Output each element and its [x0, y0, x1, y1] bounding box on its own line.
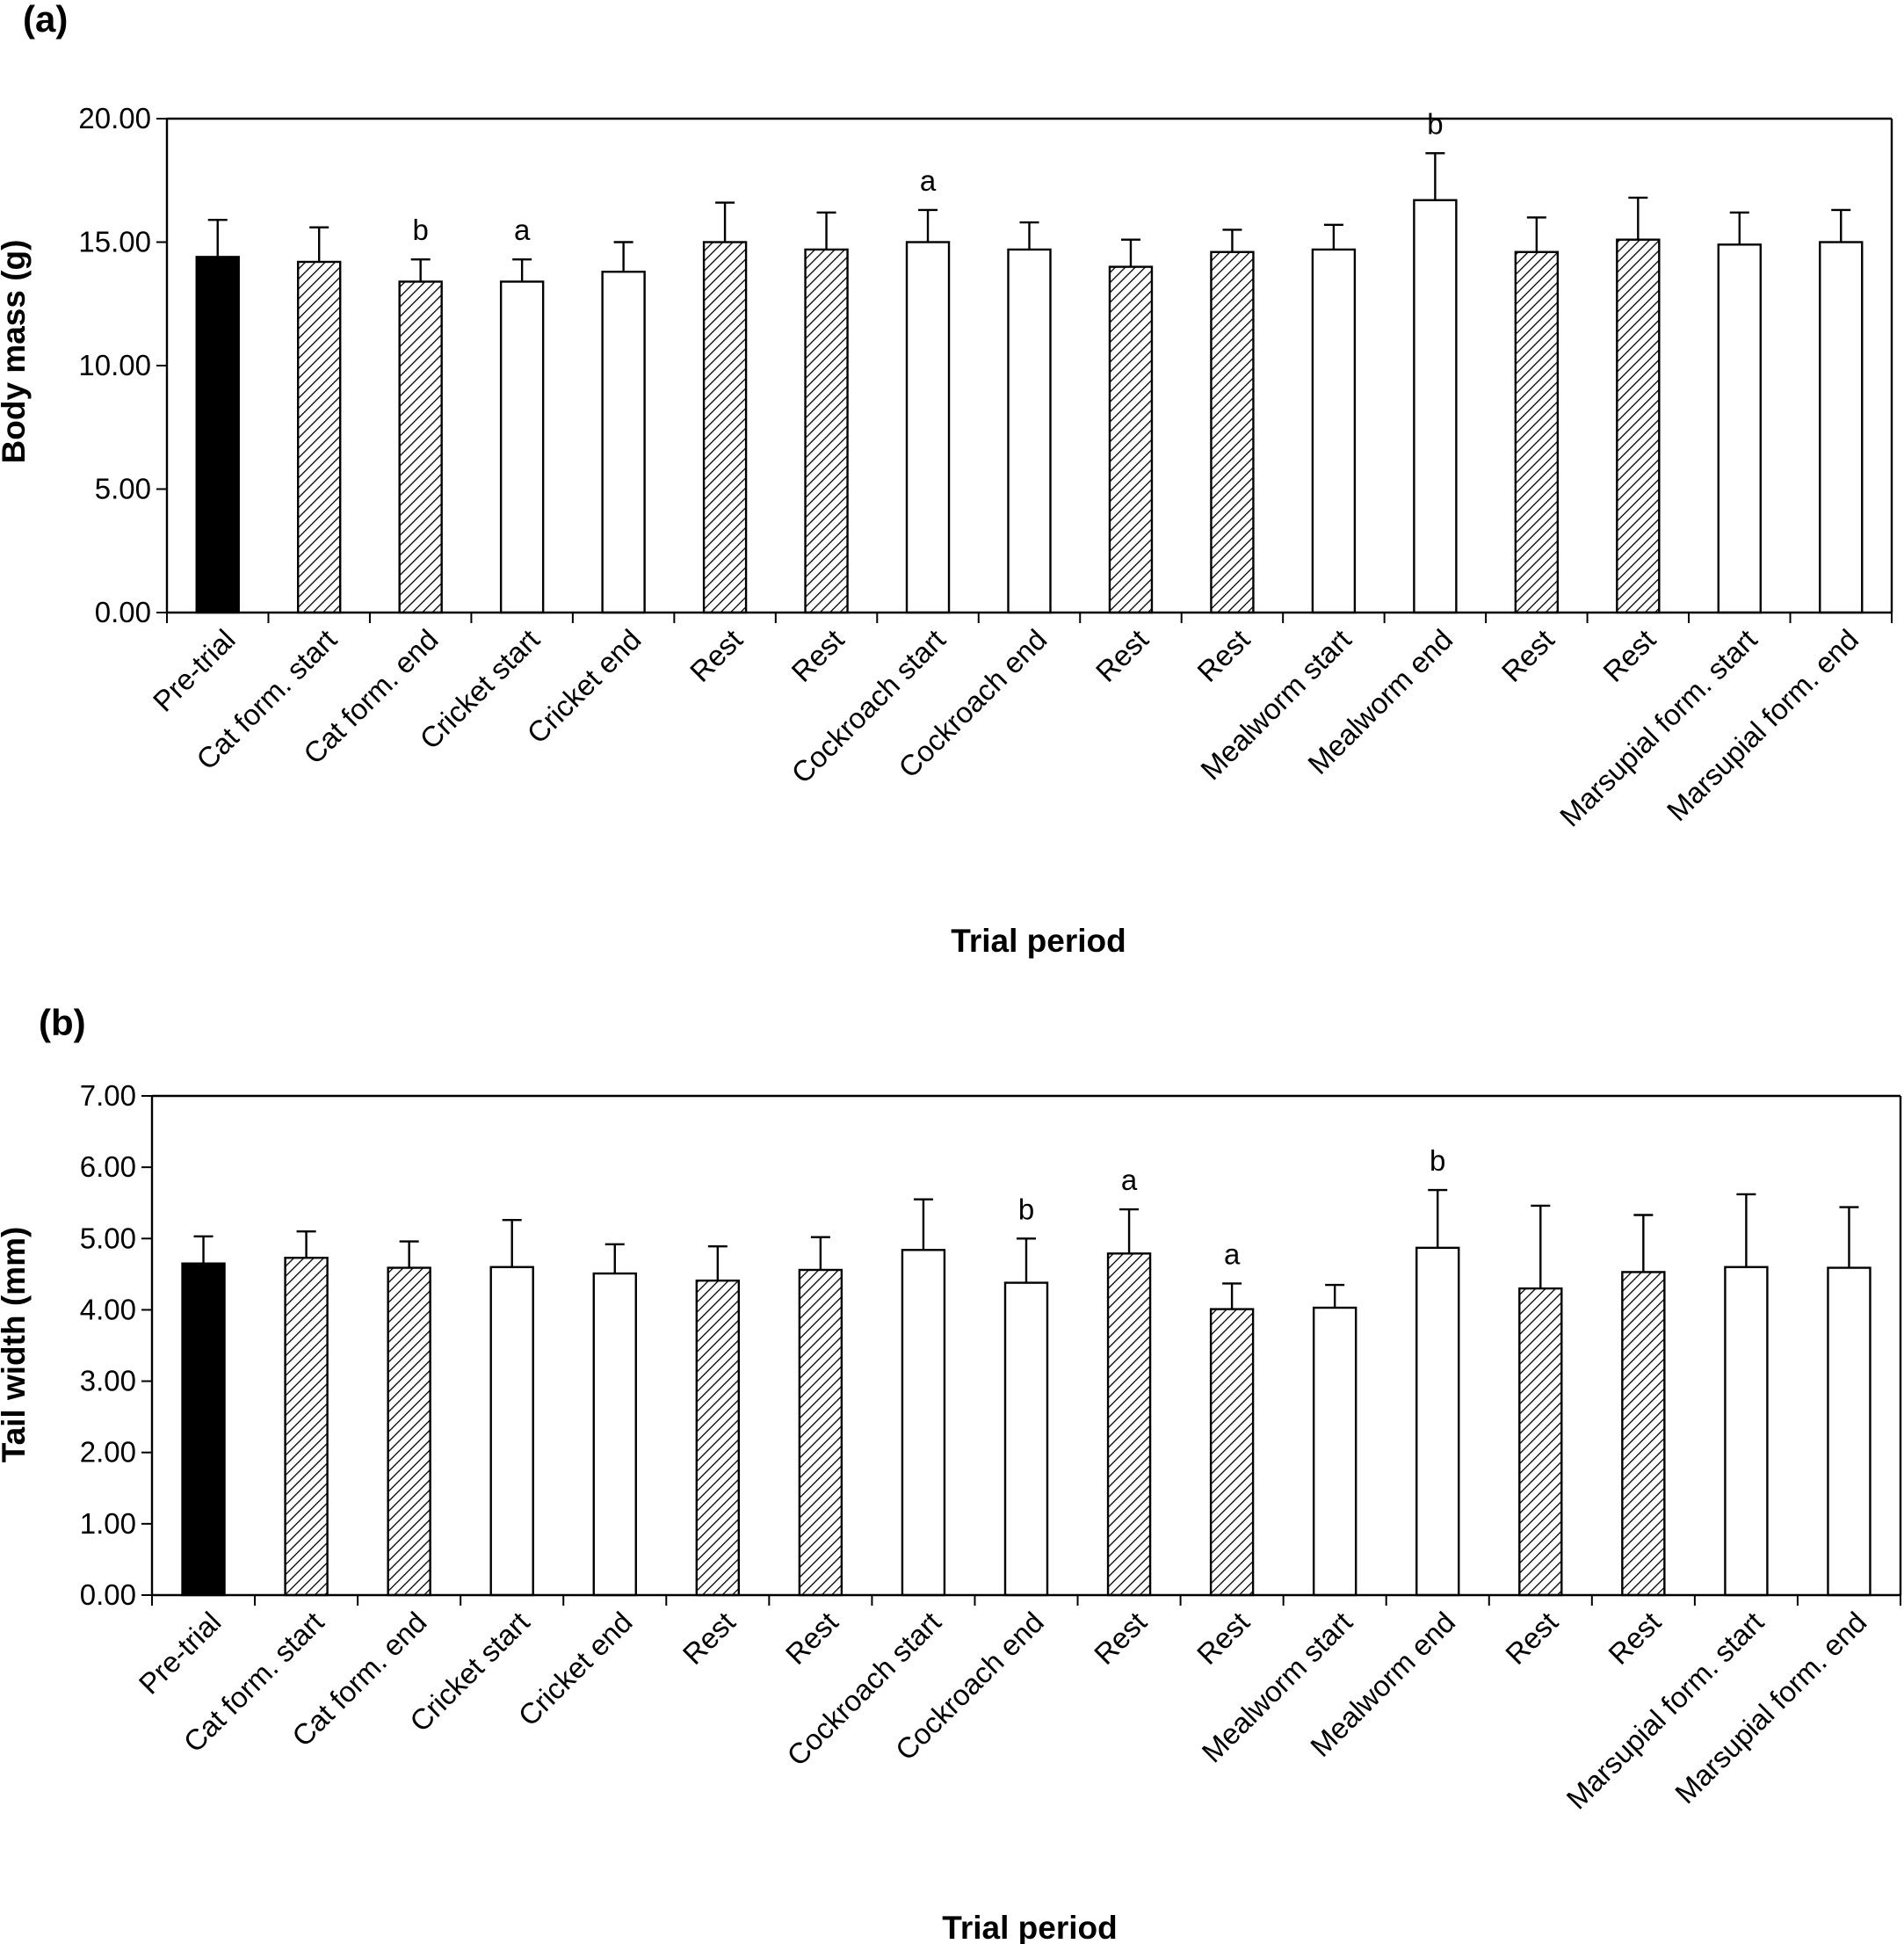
panel-b-bar	[1518, 1287, 1563, 1597]
panel-b-x-tick-label: Rest	[1499, 1606, 1564, 1671]
panel-a-bar	[499, 280, 545, 614]
panel-b-x-tick-label: Pre-trial	[133, 1606, 228, 1701]
panel-a-x-tick-label: Rest	[1090, 623, 1155, 688]
panel-a-bar	[804, 248, 849, 614]
panel-a-bar	[905, 241, 951, 614]
panel-b-bar	[1827, 1266, 1871, 1597]
panel-b-bar	[901, 1249, 946, 1597]
panel-b-y-tick-label: 0.00	[80, 1578, 136, 1611]
panel-a-significance-label: b	[1427, 107, 1443, 140]
panel-a-significance-label: a	[514, 214, 531, 246]
panel-b-y-tick-label: 3.00	[80, 1365, 136, 1397]
panel-a-y-axis-title: Body mass (g)	[0, 240, 32, 464]
panel-a-label: (a)	[23, 0, 68, 40]
panel-a-x-tick-label: Pre-trial	[147, 623, 242, 718]
panel-a-significance-label: a	[920, 164, 937, 197]
panel-b-significance-label: a	[1121, 1164, 1138, 1196]
panel-a-x-tick-label: Marsupial form. end	[1661, 623, 1864, 827]
panel-b-bar	[489, 1266, 534, 1597]
panel-a-bar	[601, 271, 646, 614]
panel-b-bar	[798, 1268, 843, 1597]
panel-a-bar	[1819, 241, 1864, 614]
panel-a-y-ticks: 0.00 5.00 10.00 15.00 20.00	[78, 102, 167, 628]
panel-a-bar	[1311, 248, 1357, 614]
panel-a-y-tick-label: 5.00	[95, 473, 151, 505]
panel-b-y-tick-label: 4.00	[80, 1293, 136, 1325]
panel-b-bar	[1106, 1252, 1152, 1597]
panel-b-label: (b)	[39, 1002, 86, 1043]
panel-b-y-axis-title: Tail width (mm)	[0, 1227, 32, 1463]
panel-b-bar	[592, 1272, 637, 1597]
panel-a-chart: (a) Body mass (g) Trial period 0.00 5.00 1…	[0, 0, 1893, 959]
panel-a-x-tick-label: Rest	[1191, 623, 1256, 688]
panel-b-y-tick-label: 6.00	[80, 1150, 136, 1183]
panel-b-y-ticks: 0.00 1.00 2.00 3.00 4.00 5.00 6.00 7.00	[80, 1079, 152, 1611]
panel-b-chart: (b) Tail width (mm) Trial period 0.00 1.0…	[0, 1002, 1902, 1944]
panel-b-significance-label: b	[1018, 1193, 1034, 1225]
panel-b-bar	[387, 1266, 431, 1597]
panel-a-bar	[1717, 243, 1762, 614]
panel-a-y-tick-label: 10.00	[78, 349, 151, 381]
panel-a-x-tick-label: Marsupial form. start	[1553, 623, 1763, 833]
panel-a-y-tick-label: 20.00	[78, 102, 151, 134]
panel-a-bar	[1007, 248, 1052, 614]
panel-b-bar	[1724, 1266, 1769, 1597]
panel-a-bar	[702, 241, 748, 614]
panel-b-significance-label: a	[1224, 1237, 1241, 1270]
panel-b-bar	[284, 1256, 329, 1597]
panel-b-bar	[1003, 1281, 1049, 1597]
panel-a-frame	[165, 117, 1893, 614]
panel-b-x-axis-title: Trial period	[942, 1910, 1117, 1944]
panel-b-y-tick-label: 1.00	[80, 1507, 136, 1540]
panel-b-x-tick-label: Rest	[1191, 1606, 1256, 1671]
panel-a-x-tick-label: Rest	[1596, 623, 1661, 688]
panel-b-bar	[695, 1279, 741, 1597]
panel-a-x-tick-label: Rest	[684, 623, 749, 688]
panel-a-bar	[1616, 238, 1661, 614]
panel-a-y-tick-label: 0.00	[95, 596, 151, 628]
panel-b-x-tick-label: Rest	[677, 1606, 742, 1671]
panel-b-bars: b a a b	[181, 1144, 1871, 1597]
panel-b-bar	[1209, 1308, 1255, 1597]
panel-a-x-tick-label: Rest	[1495, 623, 1560, 688]
panel-b-x-tick-label: Marsupial form. start	[1560, 1606, 1770, 1816]
panel-a-bar	[195, 256, 240, 614]
panel-a-bar	[1413, 199, 1458, 614]
panel-b-bar	[1415, 1246, 1460, 1597]
panel-b-x-tick-label: Marsupial form. end	[1669, 1606, 1872, 1810]
panel-b-x-tick-label: Rest	[779, 1606, 844, 1671]
panel-a-x-axis-title: Trial period	[951, 923, 1126, 959]
panel-b-y-tick-label: 5.00	[80, 1222, 136, 1254]
panel-a-significance-label: b	[412, 214, 428, 246]
panel-a-bar	[297, 260, 342, 614]
panel-a-x-tick-label: Rest	[785, 623, 850, 688]
panel-a-bars: b a a b	[195, 107, 1864, 614]
panel-b-x-tick-label: Rest	[1602, 1606, 1667, 1671]
panel-b-y-tick-label: 2.00	[80, 1436, 136, 1469]
panel-a-bar	[398, 280, 443, 614]
panel-b-bar	[181, 1262, 226, 1597]
panel-b-bar	[1621, 1271, 1666, 1597]
panel-a-bar	[1514, 250, 1560, 614]
panel-a-bar	[1108, 265, 1154, 614]
panel-a-y-tick-label: 15.00	[78, 226, 151, 258]
panel-a-bar	[1210, 250, 1255, 614]
panel-b-significance-label: b	[1430, 1144, 1445, 1177]
panel-b-x-tick-label: Rest	[1088, 1606, 1153, 1671]
panel-b-y-tick-label: 7.00	[80, 1079, 136, 1112]
panel-b-frame	[150, 1094, 1902, 1597]
panel-b-bar	[1312, 1306, 1357, 1597]
